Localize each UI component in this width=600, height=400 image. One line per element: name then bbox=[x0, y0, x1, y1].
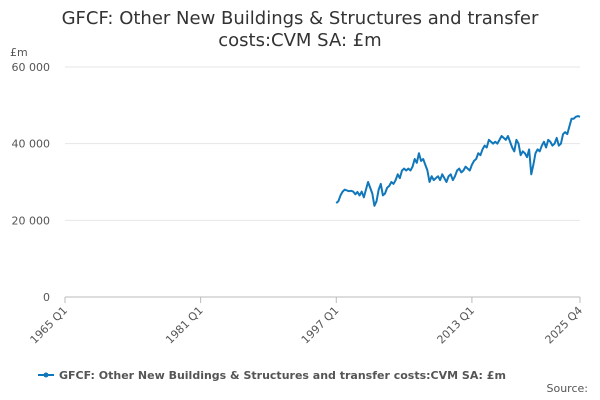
x-tick-label: 2025 Q4 bbox=[543, 304, 586, 347]
y-tick-label: 40 000 bbox=[12, 138, 51, 151]
x-tick-label: 1997 Q1 bbox=[299, 304, 342, 347]
x-tick-label: 1965 Q1 bbox=[28, 304, 71, 347]
x-tick-label: 1981 Q1 bbox=[163, 304, 206, 347]
y-tick-label: 20 000 bbox=[12, 214, 51, 227]
chart-title: GFCF: Other New Buildings & Structures a… bbox=[61, 8, 539, 51]
y-tick-label: 60 000 bbox=[12, 61, 51, 74]
legend-label: GFCF: Other New Buildings & Structures a… bbox=[59, 369, 506, 382]
legend-marker bbox=[43, 372, 49, 378]
line-series bbox=[335, 115, 581, 207]
y-tick-label: 0 bbox=[43, 291, 50, 304]
x-tick-label: 2013 Q1 bbox=[434, 304, 477, 347]
source: Source: bbox=[547, 382, 589, 395]
y-axis-label: £m bbox=[10, 46, 28, 59]
